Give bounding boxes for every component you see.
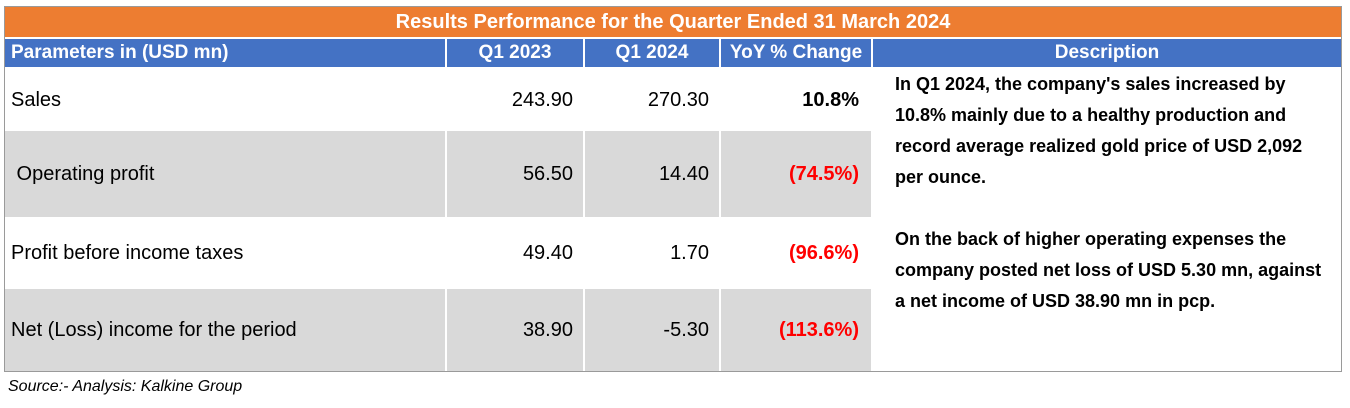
table-title: Results Performance for the Quarter Ende… — [5, 7, 1341, 37]
row-q1-2024-value: 14.40 — [585, 131, 719, 217]
description-paragraph: On the back of higher operating expenses… — [895, 229, 1322, 311]
row-parameter: Sales — [11, 88, 62, 111]
table-row: Operating profit 56.50 14.40 (74.5%) — [5, 131, 871, 217]
table-row: Sales 243.90 270.30 10.8% — [5, 69, 871, 131]
row-q1-2023-value: 56.50 — [447, 131, 583, 217]
row-yoy-change: (96.6%) — [788, 241, 859, 264]
row-q1-2023-value: 243.90 — [511, 88, 573, 111]
source-note: Source:- Analysis: Kalkine Group — [8, 378, 243, 395]
header-row: Parameters in (USD mn) Q1 2023 Q1 2024 Y… — [5, 39, 1341, 67]
row-q1-2024-value: 1.70 — [670, 241, 709, 264]
row-q1-2024-value: -5.30 — [585, 289, 719, 371]
row-q1-2023-value: 49.40 — [522, 241, 573, 264]
row-q1-2023-value: 38.90 — [447, 289, 583, 371]
row-q1-2024-value: 270.30 — [647, 88, 709, 111]
header-q1-2024: Q1 2024 — [585, 39, 719, 67]
header-parameters: Parameters in (USD mn) — [5, 39, 445, 67]
row-yoy-change: (74.5%) — [721, 131, 871, 217]
table-row: Net (Loss) income for the period 38.90 -… — [5, 289, 871, 371]
header-q1-2023: Q1 2023 — [447, 39, 583, 67]
row-parameter: Profit before income taxes — [11, 241, 244, 264]
header-description: Description — [873, 39, 1341, 67]
description-paragraph: In Q1 2024, the company's sales increase… — [895, 74, 1303, 187]
row-parameter: Operating profit — [5, 131, 445, 217]
row-yoy-change: 10.8% — [802, 88, 859, 111]
results-table-frame: Results Performance for the Quarter Ende… — [4, 6, 1342, 372]
table-row: Profit before income taxes 49.40 1.70 (9… — [5, 217, 871, 289]
row-parameter: Net (Loss) income for the period — [5, 289, 445, 371]
row-yoy-change: (113.6%) — [721, 289, 871, 371]
description-text: In Q1 2024, the company's sales increase… — [895, 69, 1335, 317]
header-yoy-change: YoY % Change — [721, 39, 871, 67]
